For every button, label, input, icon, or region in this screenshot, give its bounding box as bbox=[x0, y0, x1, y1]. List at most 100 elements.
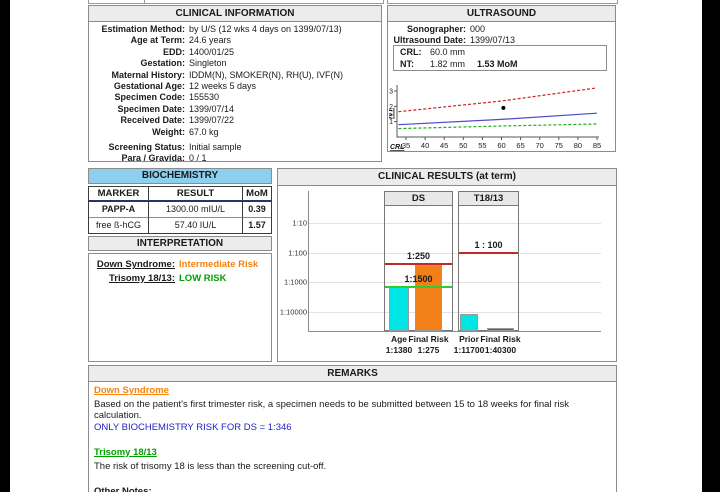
clinical-info-field-value: 1399/07/14 bbox=[189, 103, 235, 114]
risk-bar bbox=[389, 286, 409, 331]
biochem-column-header: RESULT bbox=[149, 187, 243, 202]
clinical-info-field-label: Maternal History: bbox=[111, 69, 185, 80]
remarks-section: Down Syndrome Based on the patient's firs… bbox=[94, 385, 611, 433]
clinical-info-field-value: 67.0 kg bbox=[189, 126, 219, 137]
risk-cutoff-line bbox=[459, 251, 518, 254]
ultrasound-fields: Sonographer: 000 Ultrasound Date: 1399/07/1… bbox=[388, 24, 615, 47]
ultrasound-field-label: Ultrasound Date: bbox=[393, 35, 466, 46]
clinical-info-field-row: Specimen Date: 1399/07/14 bbox=[89, 104, 381, 115]
clinical-info-field-row: Received Date: 1399/07/22 bbox=[89, 115, 381, 126]
clinical-info-field-value: 12 weeks 5 days bbox=[189, 81, 257, 92]
risk-group-box: T18/13 bbox=[458, 191, 519, 331]
nt-mom-value: 1.53 MoM bbox=[477, 58, 518, 69]
clinical-info-field-label: Gestational Age: bbox=[113, 81, 185, 92]
nt-value: 1.82 mm bbox=[430, 58, 466, 69]
svg-text:NT: NT bbox=[389, 107, 395, 119]
ultrasound-panel: ULTRASOUND Sonographer: 000 Ultrasound Dat… bbox=[385, 5, 616, 152]
risk-cutoff-label: 1:250 bbox=[406, 251, 431, 262]
clinical-info-field-label: Received Date: bbox=[120, 115, 185, 126]
cropped-header-divider bbox=[144, 0, 145, 3]
svg-text:75: 75 bbox=[555, 141, 563, 150]
risk-group-header: T18/13 bbox=[459, 192, 518, 206]
remarks-text-line: ONLY BIOCHEMISTRY RISK FOR DS = 1:346 bbox=[94, 421, 292, 433]
interpretation-label: Trisomy 18/13: bbox=[108, 272, 175, 284]
bar-value-label: 1:275 bbox=[417, 345, 440, 355]
left-black-border bbox=[0, 0, 10, 492]
svg-text:3: 3 bbox=[389, 89, 393, 96]
clinical-info-field-label: Weight: bbox=[152, 126, 185, 137]
risk-bar bbox=[460, 313, 478, 331]
biochemistry-table: MARKER RESULT MoM PAPP-A 1300.00 mIU/L 0.39 fr… bbox=[88, 186, 272, 234]
clinical-info-field-label: Specimen Date: bbox=[117, 103, 185, 114]
biochem-cell: free ß-hCG bbox=[89, 218, 149, 233]
ultrasound-field-value: 1399/07/13 bbox=[470, 35, 516, 46]
grid-line bbox=[308, 282, 601, 283]
ultrasound-measurements-box: CRL: 60.0 mm NT: 1.82 mm 1.53 MoM bbox=[393, 45, 607, 71]
ultrasound-field-row: Sonographer: 000 bbox=[388, 24, 615, 35]
biochem-cell: 1.57 bbox=[248, 220, 266, 230]
clinical-info-field-value: 1399/07/22 bbox=[189, 115, 235, 126]
clinical-info-field-label: Gestation: bbox=[140, 58, 185, 69]
clinical-info-field-row: Age at Term: 24.6 years bbox=[89, 35, 381, 46]
clinical-info-field-value: 1400/01/25 bbox=[189, 46, 235, 57]
screen-cutoff-line bbox=[385, 286, 452, 289]
svg-text:50: 50 bbox=[459, 141, 467, 150]
screen-cutoff-label: 1:1500 bbox=[404, 274, 433, 285]
clinical-info-field-label: EDD: bbox=[163, 46, 185, 57]
svg-text:45: 45 bbox=[440, 141, 448, 150]
clinical-info-field-value: 24.6 years bbox=[189, 35, 232, 46]
ultrasound-field-label: Sonographer: bbox=[406, 24, 466, 34]
biochem-cell: 57.40 IU/L bbox=[149, 218, 243, 233]
risk-bar bbox=[415, 265, 442, 331]
svg-text:CRL: CRL bbox=[390, 144, 404, 151]
remarks-body: Down Syndrome Based on the patient's firs… bbox=[94, 385, 611, 492]
svg-text:80: 80 bbox=[574, 141, 582, 150]
clinical-info-field-value: by U/S (12 wks 4 days on 1399/07/13) bbox=[189, 24, 342, 34]
clinical-info-field-value: Initial sample bbox=[189, 142, 242, 153]
risk-group-header: DS bbox=[385, 192, 452, 206]
clinical-info-field-label: Screening Status: bbox=[108, 142, 185, 153]
biochem-column-header: MoM bbox=[243, 187, 271, 202]
remarks-section: Other Notes:This patient will reach 15 w… bbox=[94, 486, 611, 492]
risk-bar bbox=[487, 328, 514, 331]
bar-value-label: 1:40300 bbox=[484, 345, 517, 355]
remarks-heading: Down Syndrome bbox=[94, 385, 169, 396]
cropped-header-row-right bbox=[387, 0, 618, 4]
svg-text:35: 35 bbox=[402, 141, 410, 150]
clinical-info-field-row: Screening Status: Initial sample bbox=[89, 142, 381, 153]
svg-text:55: 55 bbox=[478, 141, 486, 150]
remarks-title: REMARKS bbox=[89, 366, 616, 382]
bar-value-label: 1:11700 bbox=[453, 345, 485, 355]
crl-value: 60.0 mm bbox=[430, 47, 466, 57]
risk-cutoff-label: 1 : 100 bbox=[474, 239, 503, 250]
cropped-header-row-left bbox=[88, 0, 384, 4]
clinical-info-field-value: 155530 bbox=[189, 92, 220, 103]
bar-name-label: Age bbox=[390, 334, 408, 344]
interpretation-title: INTERPRETATION bbox=[88, 236, 272, 251]
remarks-section: Trisomy 18/13 The risk of trisomy 18 is l… bbox=[94, 447, 611, 472]
clinical-info-field-row: Specimen Code: 155530 bbox=[89, 92, 381, 103]
y-axis-tick-label: 1:10000 bbox=[279, 307, 307, 316]
bar-name-label: Prior bbox=[459, 334, 479, 344]
bar-name-label: Final Risk bbox=[408, 334, 449, 344]
grid-line bbox=[308, 223, 601, 224]
nt-label: NT: bbox=[400, 58, 414, 69]
biochemistry-title: BIOCHEMISTRY bbox=[88, 168, 272, 184]
risk-cutoff-line bbox=[385, 263, 452, 266]
nt-measurement: NT: 1.82 mm 1.53 MoM bbox=[400, 59, 606, 71]
remarks-heading: Trisomy 18/13 bbox=[94, 446, 157, 458]
remarks-panel: REMARKS Down Syndrome Based on the patien… bbox=[88, 365, 617, 492]
clinical-info-field-row: Estimation Method: by U/S (12 wks 4 days … bbox=[89, 24, 381, 35]
clinical-info-field-value: 0 / 1 bbox=[189, 153, 207, 164]
svg-text:1: 1 bbox=[389, 119, 393, 126]
interpretation-label: Down Syndrome: bbox=[96, 259, 175, 270]
clinical-info-field-row: Gestation: Singleton bbox=[89, 58, 381, 69]
risk-bar-chart: 1:10 1:100 1:1000 1:10000 DS Age 1:1380 Final R… bbox=[279, 185, 615, 360]
clinical-results-title: CLINICAL RESULTS (at term) bbox=[278, 169, 616, 186]
svg-text:70: 70 bbox=[536, 141, 544, 150]
y-axis-tick-label: 1:100 bbox=[288, 248, 307, 257]
nt-crl-chart: 1 2 3 35 40 45 50 55 60 65 70 75 80 85 NT CRL bbox=[385, 75, 613, 151]
remarks-heading: Other Notes: bbox=[94, 486, 152, 492]
biochem-cell: 1300.00 mIU/L bbox=[149, 202, 243, 218]
biochem-column-header: MARKER bbox=[89, 187, 149, 202]
